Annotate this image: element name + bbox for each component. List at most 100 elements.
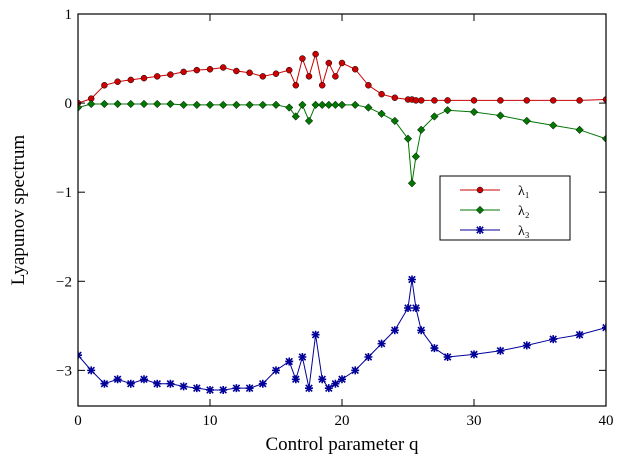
data-point [390, 116, 399, 126]
data-point [378, 90, 385, 98]
data-point [430, 112, 439, 121]
data-point [575, 125, 584, 134]
data-point [318, 82, 326, 89]
data-point [602, 96, 606, 103]
data-point [523, 97, 531, 104]
y-tick-label: −1 [56, 185, 72, 201]
legend-item-2: λ₂ [460, 204, 530, 219]
data-point [407, 179, 417, 188]
data-point [332, 73, 339, 80]
data-point [193, 66, 201, 74]
data-point [318, 100, 327, 110]
data-point [245, 100, 254, 110]
y-axis-label: Lyapunov spectrum [8, 135, 29, 286]
legend-item-1: λ₁ [460, 184, 530, 199]
data-point [522, 341, 531, 350]
data-point [443, 353, 452, 361]
series-3 [78, 275, 606, 394]
legend-marker [476, 186, 484, 194]
data-point [407, 275, 416, 284]
data-point [285, 357, 294, 366]
data-point [87, 366, 96, 375]
data-point [431, 97, 438, 104]
data-point [549, 121, 558, 130]
data-point [166, 99, 175, 109]
data-point [298, 100, 307, 110]
data-point [549, 97, 557, 104]
data-point [417, 97, 425, 104]
data-point [127, 76, 135, 84]
data-point [219, 100, 228, 110]
data-point [417, 326, 426, 335]
data-point [304, 116, 314, 126]
data-point [497, 97, 504, 104]
data-point [601, 134, 606, 143]
data-point [470, 97, 478, 104]
series-3-line [78, 279, 606, 391]
data-point [245, 384, 254, 393]
y-tick-label: 0 [65, 96, 73, 112]
data-point [206, 385, 214, 394]
data-point [351, 100, 360, 110]
data-point [291, 112, 300, 121]
data-point [192, 384, 201, 393]
series-2-line [78, 103, 606, 184]
y-tick-label: −2 [56, 274, 72, 290]
data-point [324, 100, 333, 110]
data-point [444, 97, 451, 104]
data-point [219, 385, 228, 394]
x-tick-label: 0 [74, 413, 82, 429]
data-point [443, 106, 452, 115]
data-point [232, 100, 241, 110]
data-point [391, 94, 399, 101]
x-tick-label: 10 [203, 413, 218, 429]
data-point [496, 346, 505, 355]
data-point [100, 379, 109, 388]
data-point [324, 384, 333, 393]
data-point [205, 100, 215, 110]
legend-label: λ₃ [518, 224, 530, 239]
y-tick-label: −3 [56, 363, 72, 379]
data-point [272, 70, 280, 77]
data-point [312, 50, 319, 58]
data-point [140, 375, 148, 384]
data-point [292, 82, 300, 89]
x-tick-label: 40 [599, 413, 614, 429]
data-point [166, 379, 175, 388]
data-point [258, 379, 267, 388]
data-point [259, 73, 267, 80]
data-point [113, 375, 122, 384]
data-point [470, 350, 478, 359]
data-point [258, 100, 267, 110]
data-point [192, 100, 201, 110]
data-point [179, 100, 188, 110]
data-point [180, 68, 187, 76]
data-point [311, 100, 320, 110]
legend-label: λ₁ [518, 184, 530, 199]
data-point [291, 375, 300, 384]
data-point [338, 59, 346, 67]
data-point [377, 339, 386, 348]
data-point [126, 99, 135, 109]
data-point [390, 326, 399, 335]
data-point [469, 107, 479, 117]
data-point [403, 134, 413, 143]
data-point [331, 100, 340, 110]
x-tick-label: 20 [335, 413, 350, 429]
data-point [430, 344, 439, 353]
data-point [522, 116, 531, 126]
data-point [576, 97, 583, 104]
legend: λ₁ λ₂ λ₃ [439, 175, 571, 241]
data-point [351, 65, 359, 73]
legend-item-3: λ₃ [460, 224, 530, 239]
data-point [114, 78, 121, 85]
data-point [100, 99, 109, 109]
data-point [377, 109, 386, 118]
data-point [365, 82, 372, 89]
data-point [179, 382, 188, 391]
data-point [364, 353, 373, 361]
data-point [411, 152, 421, 161]
data-point [78, 103, 83, 112]
data-point [496, 111, 505, 120]
